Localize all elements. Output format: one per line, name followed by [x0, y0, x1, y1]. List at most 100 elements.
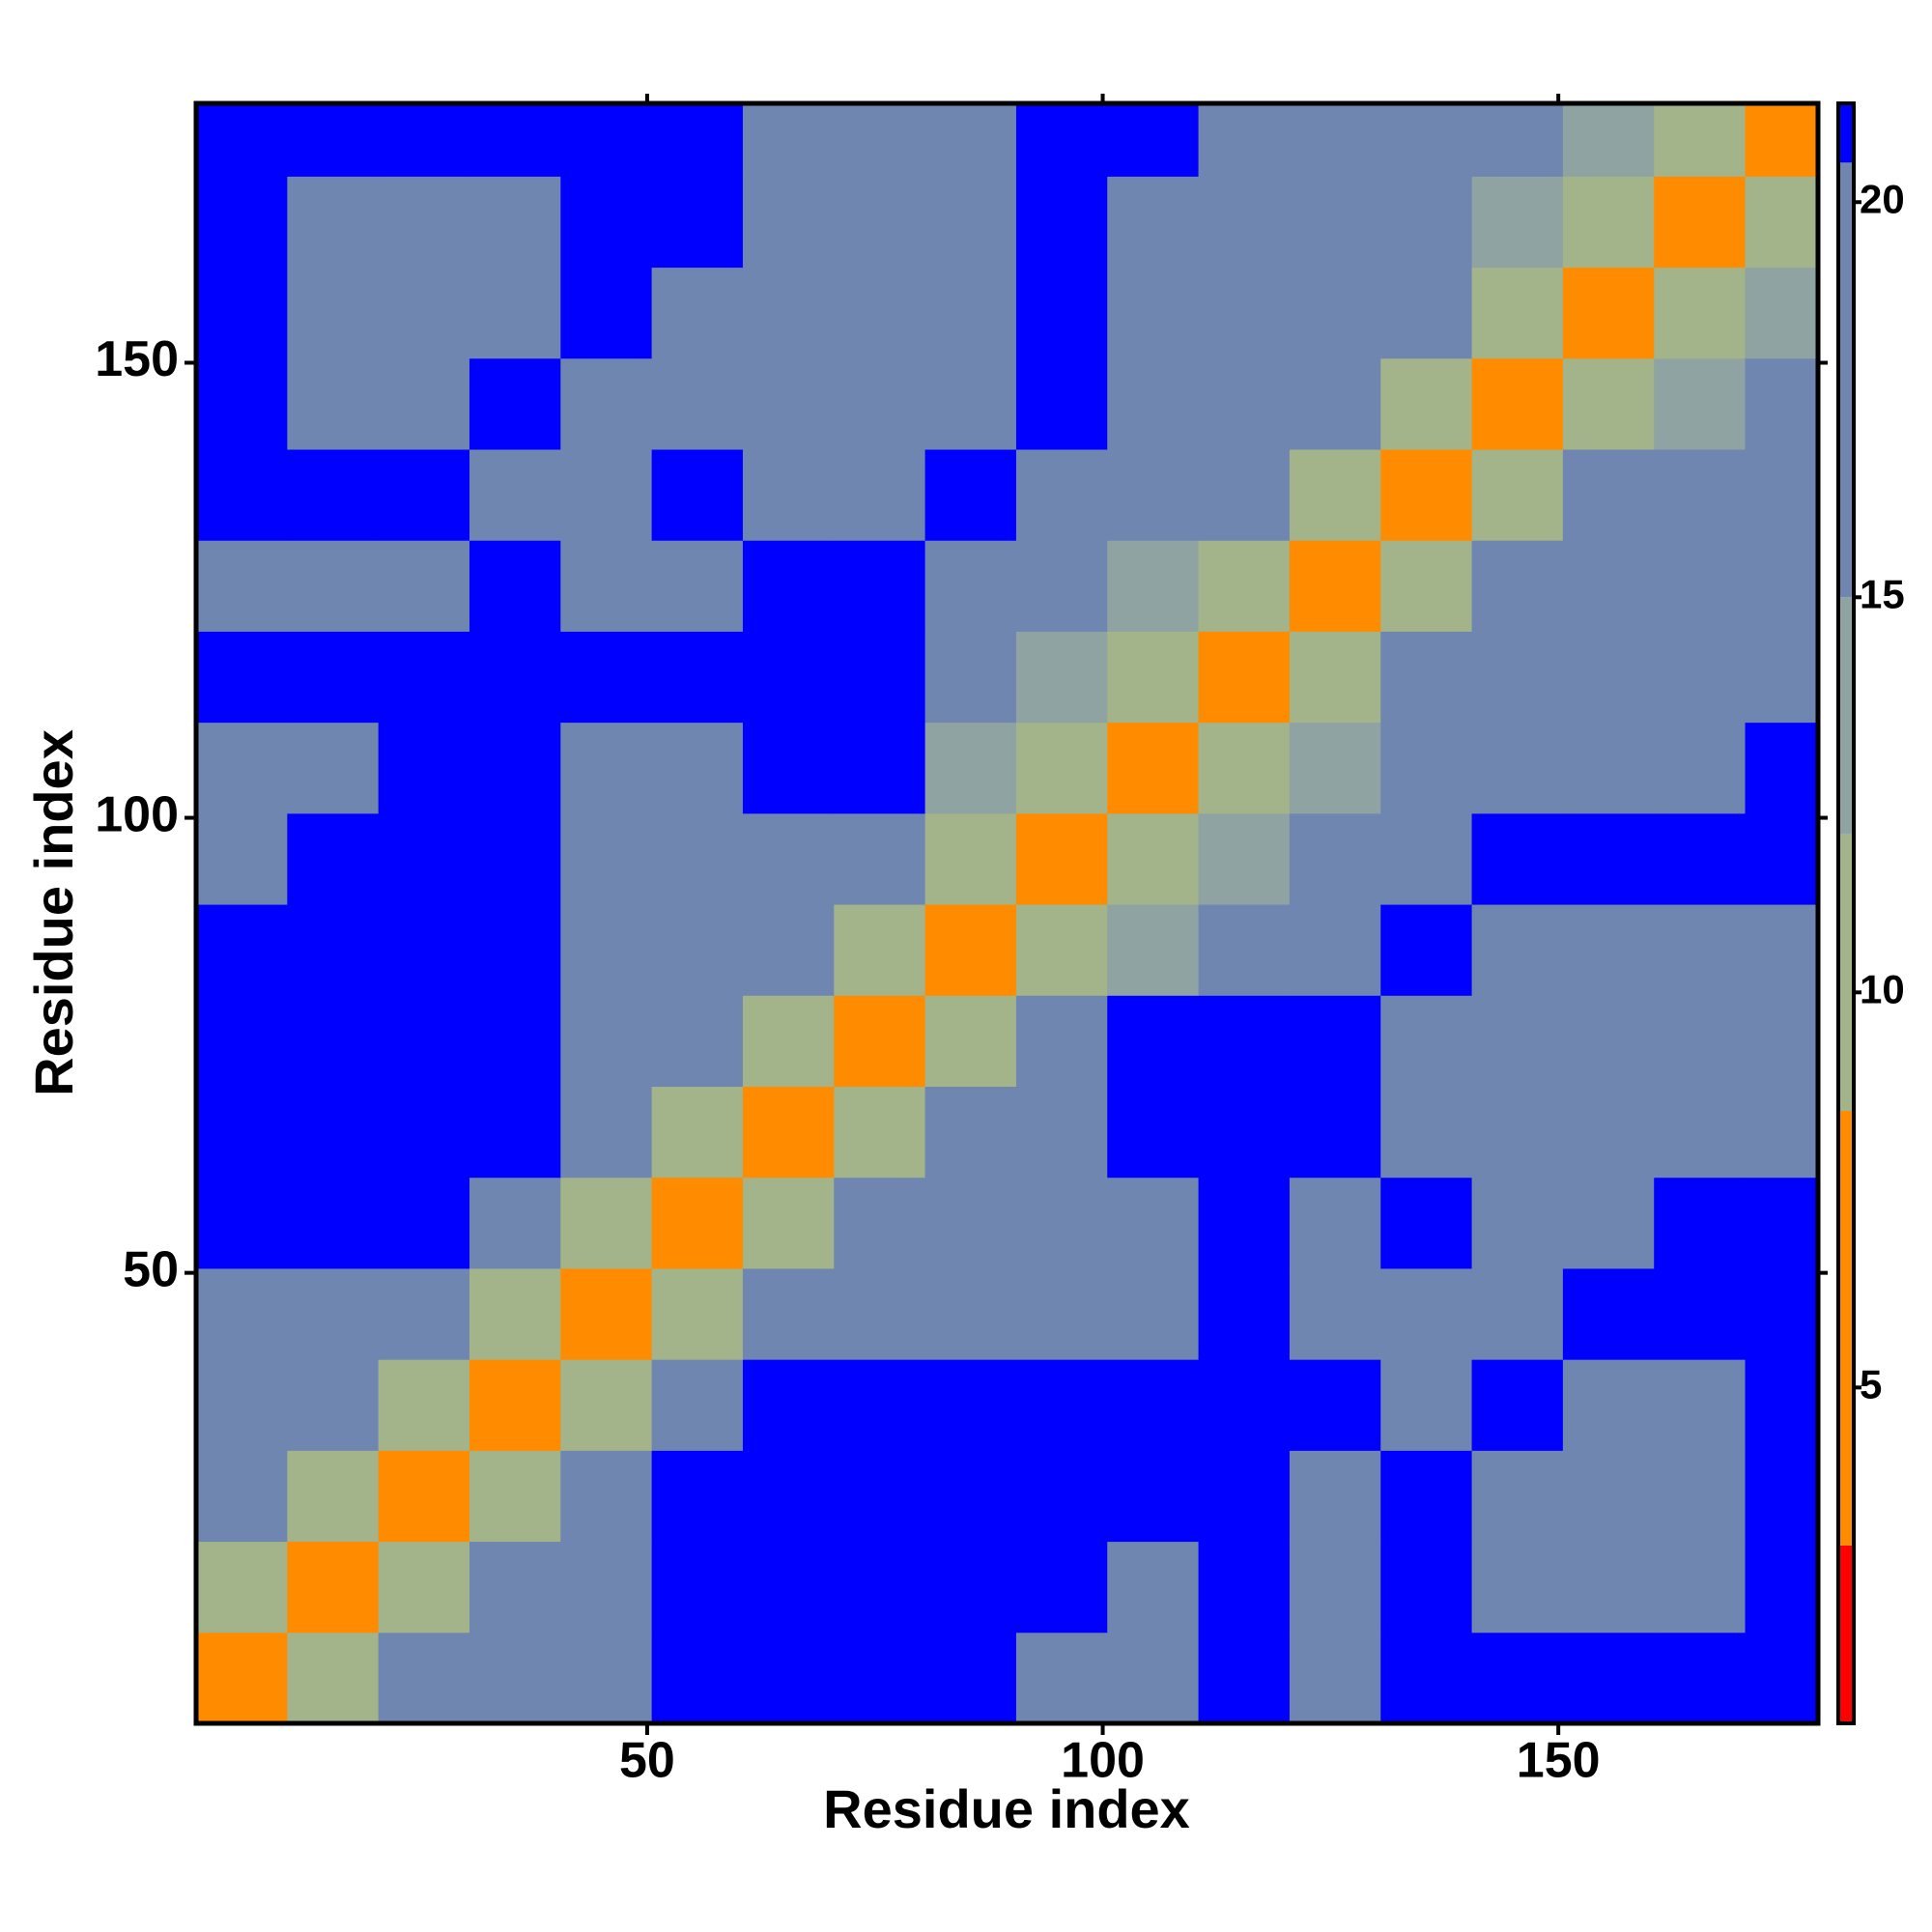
- heatmap-cell: [1198, 103, 1291, 177]
- x-tick-label: 50: [619, 1733, 675, 1789]
- heatmap-cell: [1471, 1541, 1564, 1634]
- heatmap-cell: [834, 722, 926, 814]
- heatmap-cell: [1289, 267, 1381, 359]
- heatmap-cell: [378, 357, 470, 450]
- heatmap-cell: [1471, 722, 1564, 814]
- heatmap-cell: [1107, 995, 1200, 1088]
- heatmap-cell: [1289, 357, 1381, 450]
- heatmap-cell: [924, 540, 1017, 632]
- heatmap-cell: [1380, 1177, 1473, 1269]
- heatmap-cell: [924, 1267, 1017, 1360]
- heatmap-cell: [560, 1267, 653, 1360]
- heatmap-cell: [924, 1177, 1017, 1269]
- heatmap-cell: [924, 1632, 1017, 1724]
- heatmap-cell: [287, 1541, 380, 1634]
- heatmap-cell: [560, 722, 653, 814]
- heatmap-cell: [1654, 449, 1747, 541]
- heatmap-cell: [834, 1177, 926, 1269]
- heatmap-cell: [1015, 449, 1108, 541]
- heatmap-cell: [834, 176, 926, 269]
- heatmap-cell: [742, 631, 835, 724]
- heatmap-cell: [1107, 267, 1200, 359]
- heatmap-cell: [834, 1450, 926, 1543]
- heatmap-cell: [1380, 1450, 1473, 1543]
- heatmap-cell: [742, 103, 835, 177]
- plot-frame: [193, 100, 1821, 1726]
- heatmap-cell: [196, 449, 288, 541]
- heatmap-cell: [1198, 631, 1291, 724]
- heatmap-cell: [1107, 812, 1200, 905]
- heatmap-cell: [1380, 357, 1473, 450]
- heatmap-cell: [560, 267, 653, 359]
- heatmap-cell: [1654, 1267, 1747, 1360]
- heatmap-cell: [1562, 1632, 1655, 1724]
- heatmap-cell: [834, 357, 926, 450]
- heatmap-cell: [834, 812, 926, 905]
- colorbar-tick-label: 20: [1860, 176, 1905, 221]
- heatmap-cell: [742, 1359, 835, 1451]
- heatmap-cell: [378, 631, 470, 724]
- heatmap-cell: [1289, 812, 1381, 905]
- heatmap-cell: [1471, 1267, 1564, 1360]
- heatmap-cell: [834, 449, 926, 541]
- heatmap-cell: [1380, 722, 1473, 814]
- y-axis-title: Residue index: [23, 729, 84, 1096]
- colorbar-tick-label: 5: [1860, 1361, 1882, 1406]
- heatmap-cell: [1289, 1086, 1381, 1179]
- colorbar-frame: [1836, 101, 1856, 1725]
- heatmap-cell: [287, 812, 380, 905]
- heatmap-cell: [1562, 267, 1655, 359]
- heatmap-cell: [1562, 1177, 1655, 1269]
- heatmap-cell: [196, 995, 288, 1088]
- heatmap-cell: [560, 1086, 653, 1179]
- heatmap-cell: [1745, 1177, 1819, 1269]
- heatmap-cell: [469, 1267, 561, 1360]
- heatmap-cell: [834, 1541, 926, 1634]
- heatmap-cell: [742, 1267, 835, 1360]
- heatmap-cell: [1107, 176, 1200, 269]
- heatmap-cell: [378, 1267, 470, 1360]
- heatmap-cell: [1380, 449, 1473, 541]
- heatmap-cell: [1745, 1359, 1819, 1451]
- heatmap-cell: [1562, 1541, 1655, 1634]
- heatmap-cell: [1745, 1632, 1819, 1724]
- heatmap-cell: [469, 1177, 561, 1269]
- heatmap-cell: [924, 176, 1017, 269]
- heatmap-cell: [196, 722, 288, 814]
- heatmap-cell: [1198, 1450, 1291, 1543]
- heatmap-cell: [287, 103, 380, 177]
- heatmap-cell: [287, 1267, 380, 1360]
- heatmap-cell: [1654, 1541, 1747, 1634]
- heatmap-cell: [742, 357, 835, 450]
- heatmap-cell: [287, 1632, 380, 1724]
- heatmap-cell: [196, 267, 288, 359]
- heatmap-cell: [1562, 449, 1655, 541]
- heatmap-cell: [742, 176, 835, 269]
- heatmap-cell: [1471, 267, 1564, 359]
- heatmap-cell: [1015, 631, 1108, 724]
- heatmap-cell: [924, 722, 1017, 814]
- heatmap-cell: [1015, 540, 1108, 632]
- heatmap-cell: [1198, 357, 1291, 450]
- y-tick-label: 100: [95, 786, 179, 842]
- heatmap-cell: [924, 631, 1017, 724]
- heatmap-cell: [1015, 722, 1108, 814]
- heatmap-cell: [1654, 631, 1747, 724]
- heatmap-cell: [469, 1541, 561, 1634]
- heatmap-cell: [1654, 812, 1747, 905]
- colorbar-band: [1838, 834, 1854, 1112]
- heatmap-cell: [1471, 1632, 1564, 1724]
- heatmap-cell: [1107, 449, 1200, 541]
- heatmap-cell: [742, 904, 835, 996]
- x-tick-label: 100: [1061, 1733, 1145, 1789]
- heatmap-cell: [196, 1541, 288, 1634]
- heatmap-cell: [1745, 1541, 1819, 1634]
- heatmap-cell: [1471, 1450, 1564, 1543]
- heatmap-cell: [1015, 1450, 1108, 1543]
- heatmap-cell: [1471, 1177, 1564, 1269]
- heatmap-cell: [1654, 1177, 1747, 1269]
- colorbar-band: [1838, 597, 1854, 835]
- heatmap-cell: [742, 449, 835, 541]
- heatmap-cell: [1654, 357, 1747, 450]
